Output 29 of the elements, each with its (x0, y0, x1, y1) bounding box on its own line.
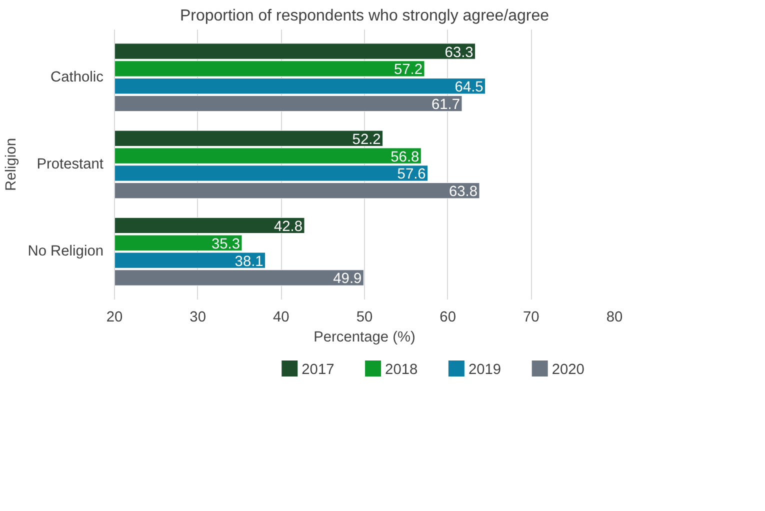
data-label: 42.8 (274, 218, 303, 235)
data-label: 57.6 (397, 166, 426, 183)
legend-label: 2018 (385, 362, 418, 378)
data-label: 57.2 (394, 62, 423, 78)
x-tick-label: 80 (606, 310, 623, 326)
data-label: 61.7 (431, 97, 460, 114)
x-tick-label: 70 (523, 310, 540, 326)
x-axis-title: Percentage (%) (314, 330, 416, 346)
x-tick-label: 50 (356, 310, 373, 326)
data-label: 52.2 (352, 132, 381, 148)
y-tick-label: No Religion (28, 244, 104, 260)
x-tick-label: 20 (106, 310, 123, 326)
data-label: 64.5 (454, 80, 484, 96)
chart-title: Proportion of respondents who strongly agree/agree (180, 8, 550, 24)
legend-label: 2017 (302, 362, 334, 378)
x-tick-label: 40 (273, 310, 290, 326)
data-label: 49.9 (333, 271, 362, 288)
data-label: 63.3 (444, 44, 474, 61)
data-label: 63.8 (448, 184, 478, 200)
y-tick-label: Catholic (50, 69, 104, 86)
data-label: 38.1 (234, 254, 264, 270)
legend-label: 2019 (468, 362, 502, 378)
y-axis-title: Religion (4, 138, 20, 191)
legend-label: 2020 (552, 362, 584, 378)
data-label: 35.3 (211, 236, 240, 252)
y-tick-label: Protestant (36, 156, 104, 172)
data-label: 56.8 (390, 149, 420, 166)
x-tick-label: 30 (190, 310, 206, 326)
x-tick-label: 60 (440, 310, 456, 326)
